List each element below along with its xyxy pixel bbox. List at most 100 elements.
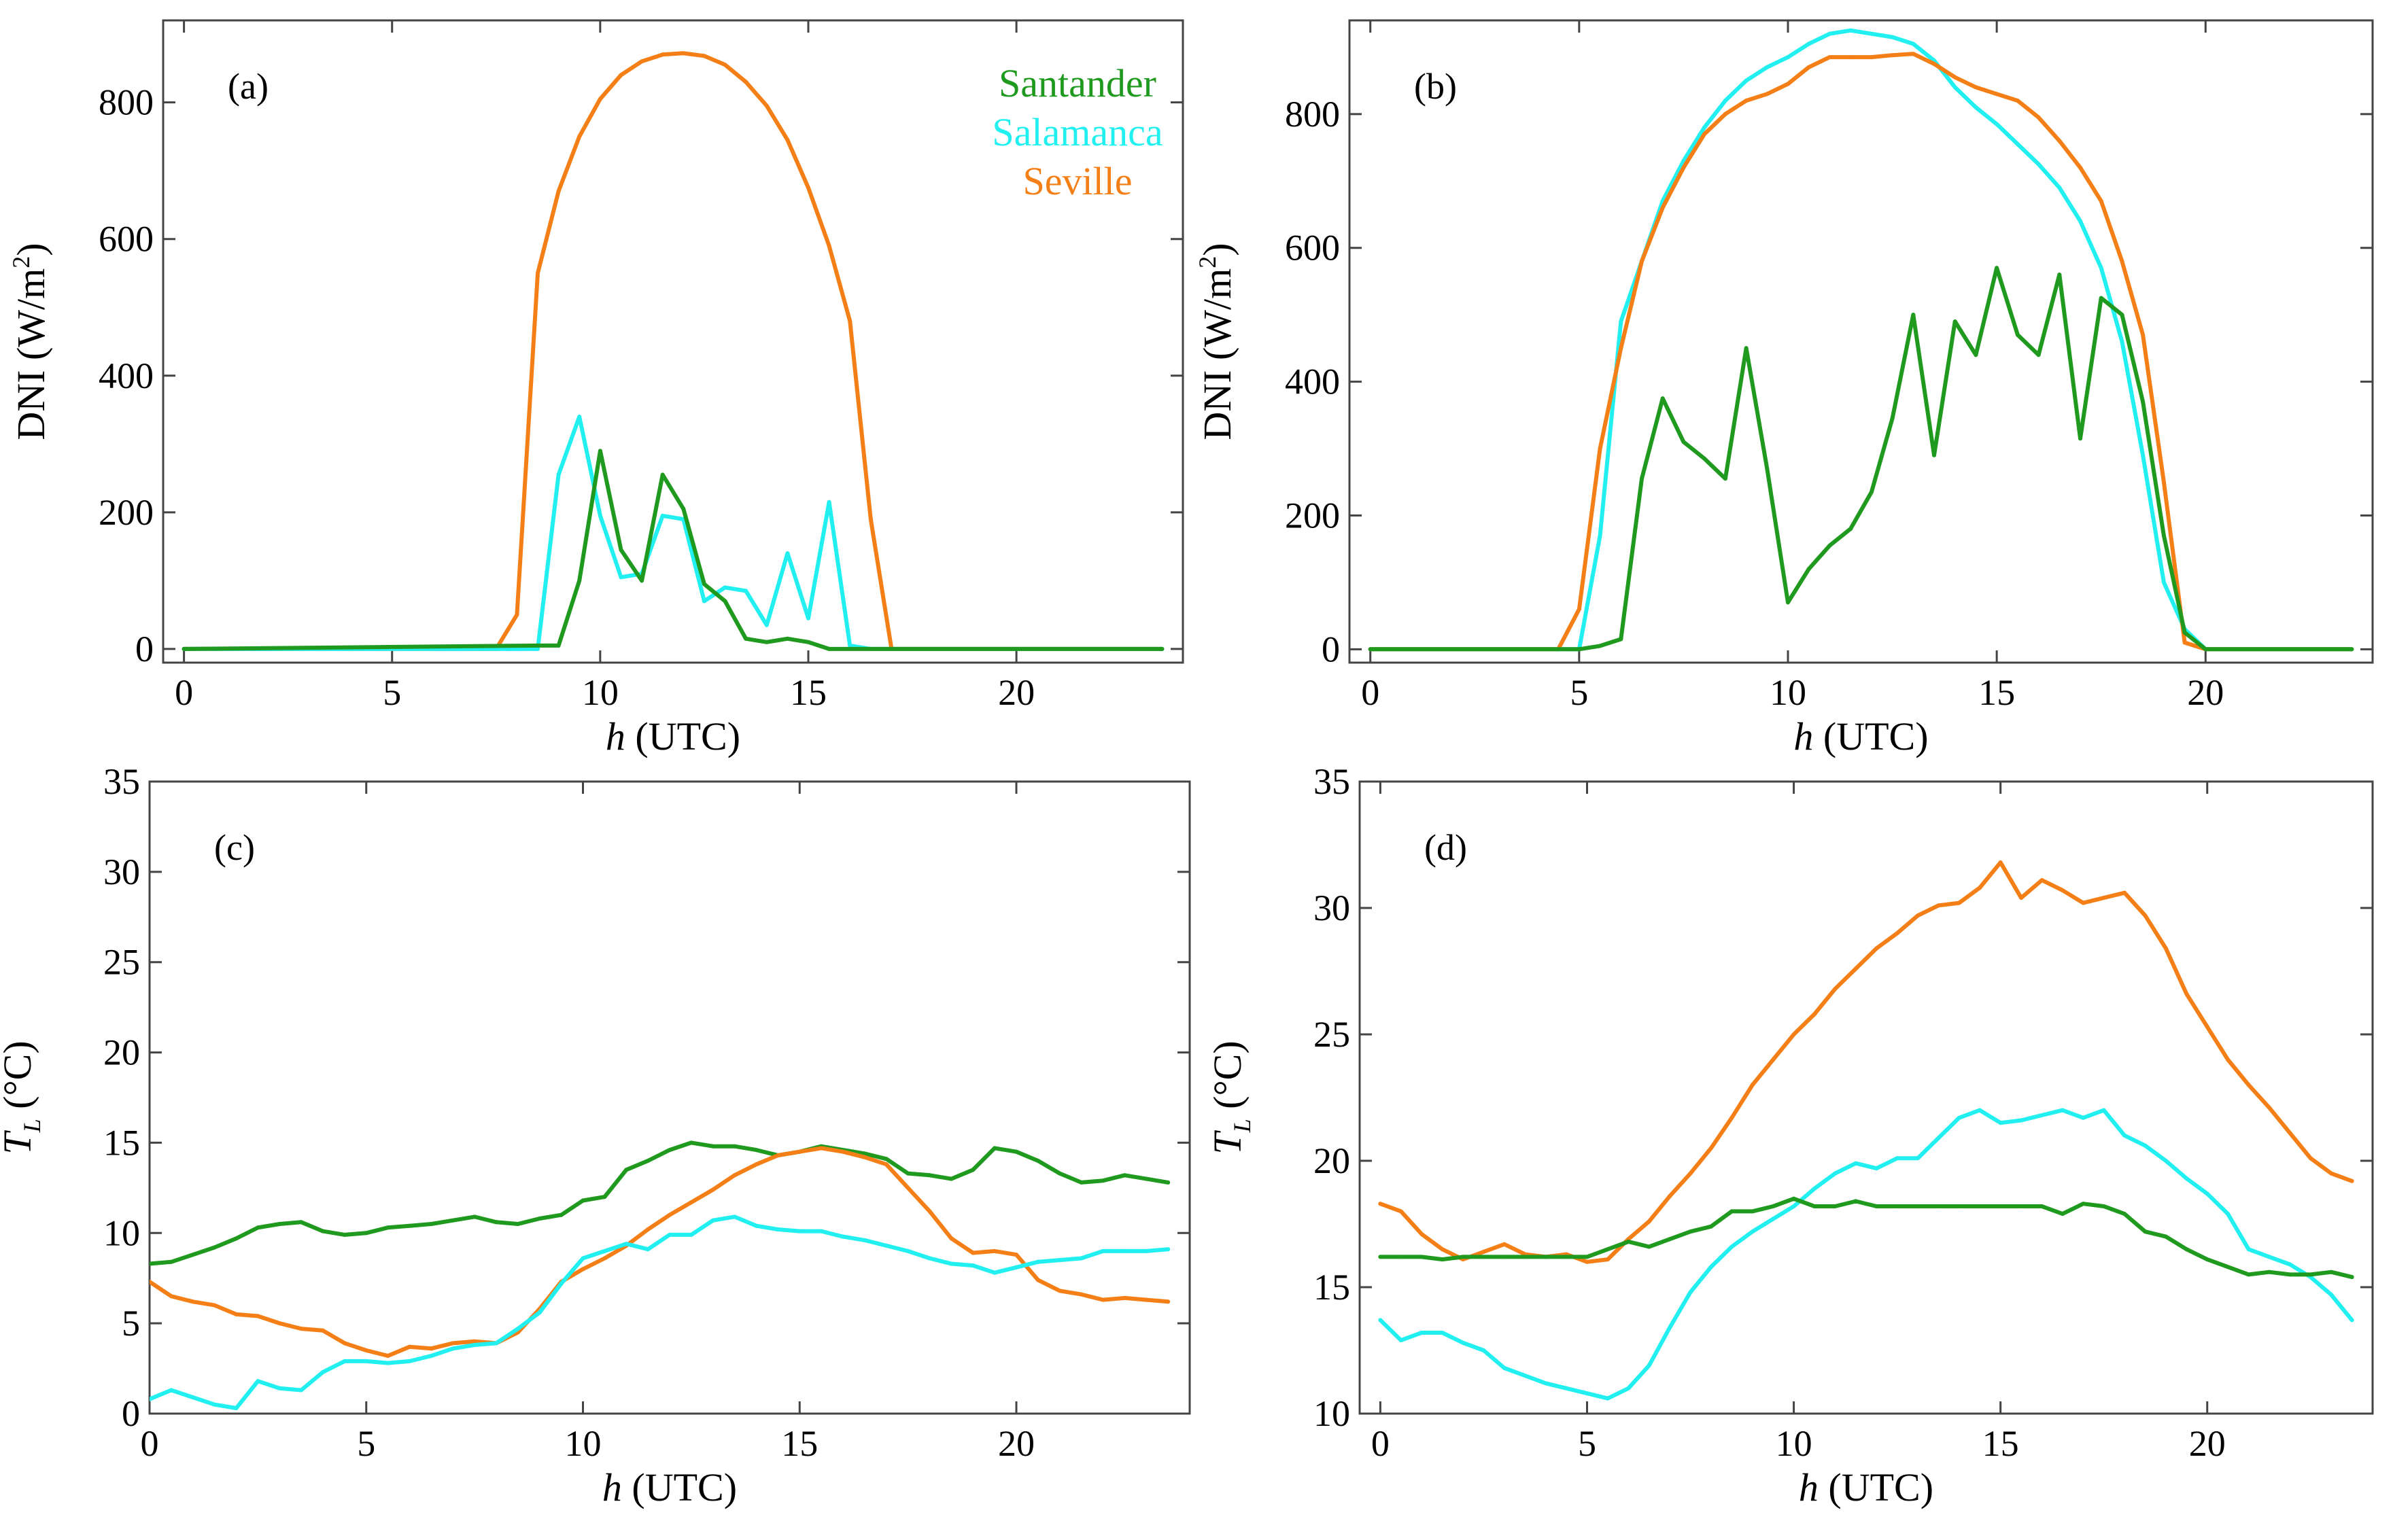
data-point-santander [190, 1253, 195, 1257]
data-point-santander [2101, 1204, 2106, 1208]
data-point-salamanca [342, 1359, 347, 1363]
data-point-salamanca [212, 1402, 217, 1407]
data-point-salamanca [1957, 1115, 1961, 1120]
data-point-santander [702, 582, 706, 587]
data-point-seville [1995, 92, 1999, 97]
data-point-seville [785, 137, 790, 142]
data-point-salamanca [1688, 1290, 1693, 1295]
data-point-salamanca [1035, 1259, 1040, 1264]
x-tick-label: 10 [565, 1423, 602, 1464]
data-point-seville [1765, 92, 1770, 97]
data-point-salamanca [277, 1386, 282, 1390]
data-point-salamanca [602, 1248, 607, 1253]
data-point-seville [906, 1185, 910, 1190]
data-point-santander [1035, 1159, 1040, 1163]
data-point-santander [1481, 1255, 1486, 1259]
data-point-seville [2184, 992, 2189, 996]
data-point-salamanca [598, 513, 602, 518]
data-point-seville [150, 1280, 152, 1284]
data-point-salamanca [927, 1256, 932, 1261]
data-point-seville [2101, 896, 2106, 900]
data-point-seville [993, 1248, 997, 1253]
data-point-seville [1936, 903, 1941, 908]
data-point-salamanca [1598, 533, 1602, 538]
data-point-seville [971, 1250, 976, 1255]
data-point-salamanca [1952, 85, 1957, 90]
y-tick-label: 800 [1285, 94, 1340, 135]
data-point-santander [723, 599, 727, 603]
data-point-salamanca [2122, 1133, 2127, 1138]
data-point-salamanca [1398, 1338, 1403, 1343]
data-point-seville [2226, 1057, 2231, 1062]
data-point-seville [2267, 1105, 2271, 1110]
data-point-santander [1765, 466, 1770, 471]
data-point-seville [429, 1346, 434, 1351]
data-point-seville [299, 1327, 304, 1331]
data-point-santander [1995, 266, 1999, 270]
data-point-seville [619, 73, 623, 77]
y-tick-label: 0 [122, 1393, 140, 1434]
data-point-seville [1916, 913, 1920, 918]
series-line-santander [150, 1140, 1171, 1266]
data-point-seville [1786, 82, 1790, 86]
data-point-salamanca [884, 1243, 889, 1248]
data-point-salamanca [1806, 41, 1811, 46]
data-point-salamanca [1791, 1204, 1796, 1208]
data-point-salamanca [827, 500, 831, 504]
data-point-seville [1398, 1209, 1403, 1214]
data-point-seville [1419, 1231, 1424, 1236]
data-point-santander [1708, 1224, 1713, 1229]
y-tick-label: 10 [103, 1212, 140, 1253]
x-tick-label: 15 [781, 1423, 818, 1464]
data-point-santander [806, 640, 810, 644]
data-point-seville [949, 1236, 954, 1241]
data-point-salamanca [1057, 1258, 1062, 1263]
data-point-salamanca [2101, 1108, 2106, 1113]
data-point-santander [1122, 1173, 1127, 1178]
series-line-salamanca [1368, 28, 2354, 652]
data-point-seville [1895, 931, 1899, 936]
data-point-santander [2060, 1212, 2065, 1217]
data-point-santander [2246, 1272, 2251, 1277]
y-axis-label: TL (°C) [0, 1040, 46, 1154]
series-line-seville [150, 1146, 1171, 1358]
data-point-salamanca [2329, 1293, 2334, 1297]
data-point-salamanca [1750, 1229, 1755, 1234]
x-tick-label: 5 [1578, 1423, 1596, 1464]
data-point-santander [2329, 1270, 2334, 1274]
data-point-salamanca [862, 1238, 867, 1242]
data-point-santander [1598, 644, 1602, 648]
x-tick-label: 0 [1361, 672, 1379, 713]
data-point-santander [1668, 1237, 1672, 1242]
data-point-seville [1598, 447, 1602, 451]
data-point-seville [2057, 139, 2062, 143]
data-point-santander [2184, 1247, 2189, 1252]
data-point-salamanca [385, 1361, 390, 1365]
data-point-santander [2141, 400, 2146, 404]
data-point-seville [710, 1187, 715, 1192]
data-point-seville [2122, 890, 2127, 895]
data-point-santander [1869, 490, 1874, 494]
data-point-santander [1812, 1204, 1817, 1208]
data-point-santander [2288, 1272, 2292, 1277]
data-point-salamanca [971, 1263, 976, 1268]
data-point-seville [1723, 111, 1727, 116]
data-point-santander [1827, 543, 1832, 548]
data-point-salamanca [2057, 186, 2062, 190]
data-point-santander [1660, 396, 1665, 401]
legend-entry-salamanca: Salamanca [992, 110, 1163, 154]
data-point-salamanca [744, 589, 748, 593]
data-point-salamanca [1626, 1386, 1631, 1390]
data-point-seville [2036, 115, 2041, 120]
data-point-santander [2205, 1257, 2209, 1262]
data-point-salamanca [1771, 1217, 1776, 1221]
data-point-salamanca [1605, 1396, 1610, 1401]
data-point-seville [884, 1162, 889, 1167]
data-point-santander [1936, 1204, 1941, 1208]
data-point-seville [1827, 55, 1832, 60]
x-tick-label: 5 [383, 672, 401, 713]
data-point-santander [1771, 1204, 1776, 1208]
data-point-santander [906, 1171, 910, 1176]
data-point-salamanca [407, 1359, 412, 1363]
